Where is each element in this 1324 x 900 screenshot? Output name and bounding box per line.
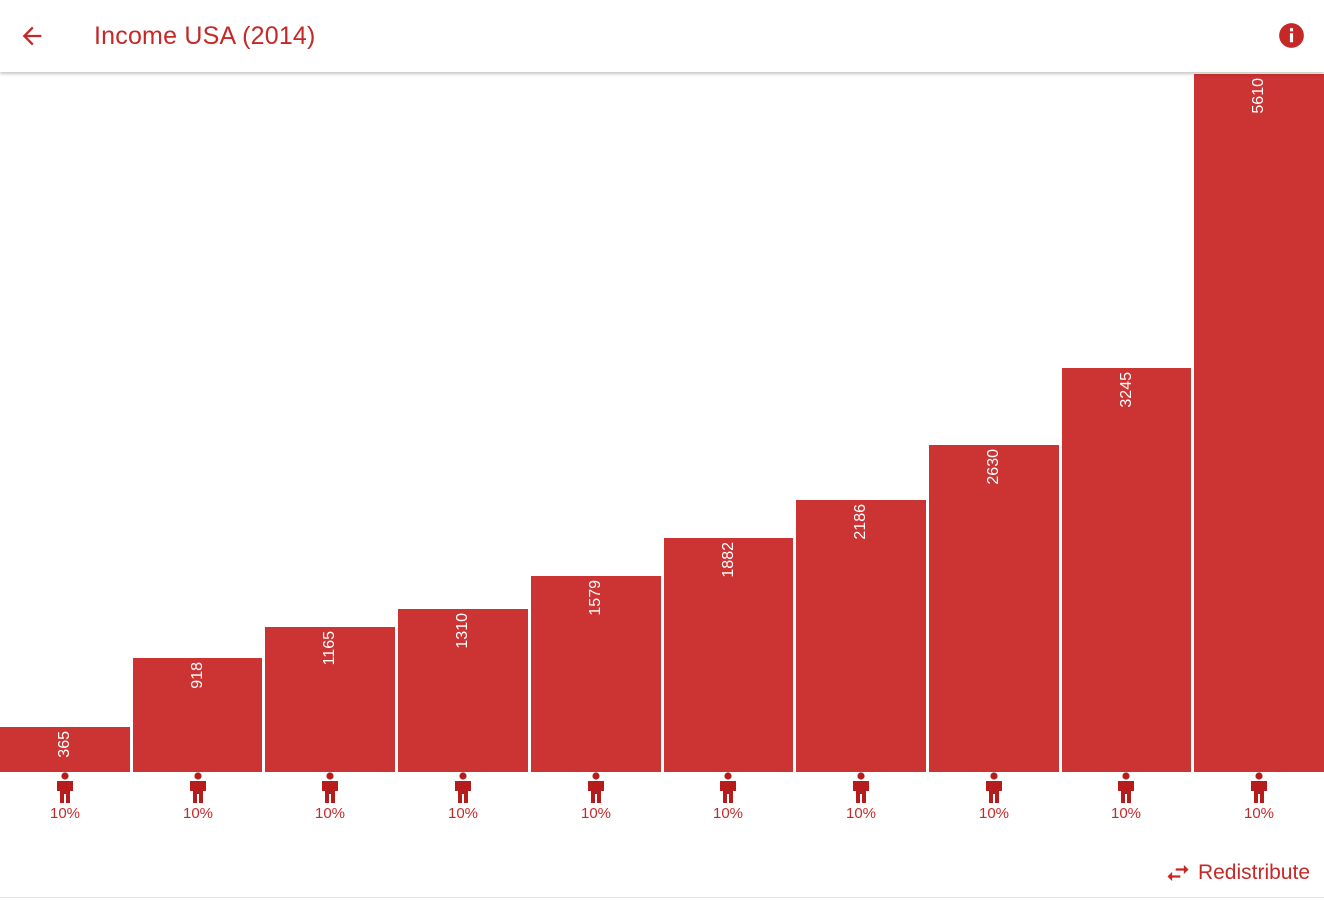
- income-bar[interactable]: 1882: [664, 538, 793, 772]
- person-icon: [720, 772, 736, 803]
- decile-percent-label: 10%: [49, 805, 81, 822]
- population-row: 10% 10% 10% 10% 10% 10% 10% 10% 10% 10%: [0, 772, 1324, 832]
- decile-percent-label: 10%: [845, 805, 877, 822]
- decile-percent-label: 10%: [447, 805, 479, 822]
- bar-value-label: 5610: [1250, 78, 1267, 114]
- toolbar: Income USA (2014): [0, 0, 1324, 72]
- swap-horiz-icon: [1167, 864, 1189, 882]
- population-decile: 10%: [1219, 772, 1299, 822]
- population-decile: 10%: [556, 772, 636, 822]
- bar-value-label: 365: [56, 731, 73, 758]
- info-icon: [1278, 22, 1304, 48]
- income-bar[interactable]: 1579: [531, 576, 661, 772]
- income-bar[interactable]: 918: [133, 658, 262, 772]
- population-decile: 10%: [290, 772, 370, 822]
- population-decile: 10%: [158, 772, 238, 822]
- bar-value-label: 1310: [454, 613, 471, 649]
- income-bar[interactable]: 1165: [265, 627, 395, 772]
- bar-value-label: 1579: [587, 580, 604, 616]
- person-icon: [322, 772, 338, 803]
- redistribute-label: Redistribute: [1197, 861, 1310, 884]
- decile-percent-label: 10%: [978, 805, 1010, 822]
- income-bar-chart: 365 918 1165 1310 1579 1882 2186 2630 3245 5610: [0, 74, 1324, 772]
- person-icon: [588, 772, 604, 803]
- income-bar[interactable]: 5610: [1194, 74, 1324, 772]
- back-button[interactable]: [12, 16, 52, 56]
- population-decile: 10%: [1086, 772, 1166, 822]
- population-decile: 10%: [688, 772, 768, 822]
- decile-percent-label: 10%: [1110, 805, 1142, 822]
- person-icon: [1251, 772, 1267, 803]
- population-decile: 10%: [821, 772, 901, 822]
- decile-percent-label: 10%: [580, 805, 612, 822]
- decile-percent-label: 10%: [314, 805, 346, 822]
- income-bar[interactable]: 365: [0, 727, 130, 772]
- income-bar[interactable]: 3245: [1062, 368, 1191, 772]
- decile-percent-label: 10%: [712, 805, 744, 822]
- redistribute-button[interactable]: Redistribute: [1164, 856, 1310, 890]
- income-bar[interactable]: 2630: [929, 445, 1059, 772]
- arrow-back-icon: [22, 26, 42, 46]
- bottom-divider: [0, 897, 1324, 898]
- person-icon: [190, 772, 206, 803]
- bar-value-label: 3245: [1117, 372, 1135, 408]
- person-icon: [57, 772, 73, 803]
- page-title: Income USA (2014): [94, 22, 316, 50]
- population-decile: 10%: [25, 772, 105, 822]
- bar-value-label: 1165: [321, 631, 338, 666]
- person-icon: [853, 772, 869, 803]
- bar-value-label: 1882: [719, 542, 737, 578]
- person-icon: [986, 772, 1002, 803]
- bar-value-label: 2630: [985, 449, 1002, 485]
- decile-percent-label: 10%: [1243, 805, 1275, 822]
- population-decile: 10%: [423, 772, 503, 822]
- decile-percent-label: 10%: [182, 805, 214, 822]
- bar-value-label: 2186: [852, 504, 869, 540]
- info-button[interactable]: [1276, 20, 1306, 50]
- bar-value-label: 918: [188, 662, 206, 689]
- person-icon: [1118, 772, 1134, 803]
- income-bar[interactable]: 2186: [796, 500, 926, 772]
- population-decile: 10%: [954, 772, 1034, 822]
- income-bar[interactable]: 1310: [398, 609, 528, 772]
- person-icon: [455, 772, 471, 803]
